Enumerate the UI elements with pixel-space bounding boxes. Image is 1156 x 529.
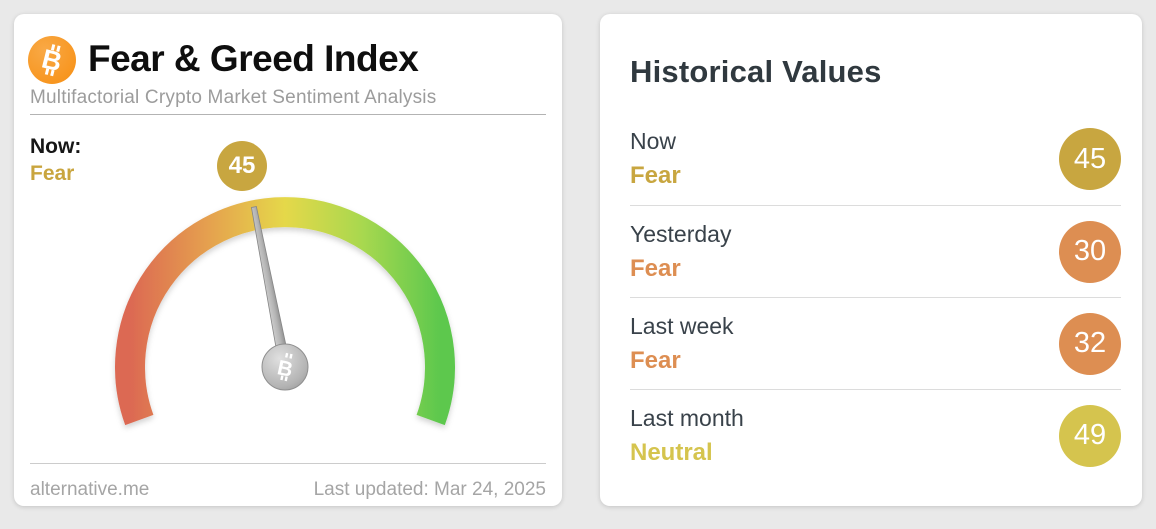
bitcoin-icon: B [28, 36, 76, 84]
now-label: Now: [30, 135, 82, 158]
row-period-label: Last month [630, 404, 744, 431]
page-title: Fear & Greed Index [88, 38, 419, 79]
historical-row-last-month: Last month Neutral 49 [630, 389, 1121, 481]
now-classification: Fear [30, 162, 75, 185]
historical-row-last-week: Last week Fear 32 [630, 297, 1121, 389]
row-classification: Fear [630, 254, 681, 282]
historical-row-yesterday: Yesterday Fear 30 [630, 205, 1121, 297]
footer-divider [30, 463, 546, 464]
fear-greed-index-card: B Fear & Greed Index Multifactorial Cryp… [14, 14, 562, 506]
header-divider [30, 114, 546, 115]
fear-greed-gauge: B [115, 197, 455, 426]
row-period-label: Yesterday [630, 220, 732, 247]
row-classification: Fear [630, 346, 681, 374]
gauge-arc [115, 197, 455, 426]
row-period-label: Now [630, 128, 677, 154]
row-value-badge: 45 [1059, 128, 1121, 190]
gauge-value-badge: 45 [217, 141, 267, 191]
page-subtitle: Multifactorial Crypto Market Sentiment A… [30, 87, 437, 108]
row-period-label: Last week [630, 312, 734, 339]
historical-values-title: Historical Values [630, 54, 882, 89]
svg-text:B: B [275, 356, 295, 382]
row-value-badge: 30 [1059, 220, 1121, 283]
last-updated-text: Last updated: Mar 24, 2025 [313, 479, 546, 500]
row-value-badge: 49 [1059, 404, 1121, 467]
row-classification: Fear [630, 162, 681, 189]
historical-rows: Now Fear 45 Yesterday Fear 30 Last week … [630, 113, 1121, 481]
alternative-me-link[interactable]: alternative.me [30, 479, 150, 500]
row-classification: Neutral [630, 438, 713, 466]
row-value-badge: 32 [1059, 312, 1121, 375]
gauge-hub-bitcoin-icon: B [261, 343, 309, 391]
historical-values-card: Historical Values Now Fear 45 Yesterday … [600, 14, 1142, 506]
historical-row-now: Now Fear 45 [630, 113, 1121, 205]
